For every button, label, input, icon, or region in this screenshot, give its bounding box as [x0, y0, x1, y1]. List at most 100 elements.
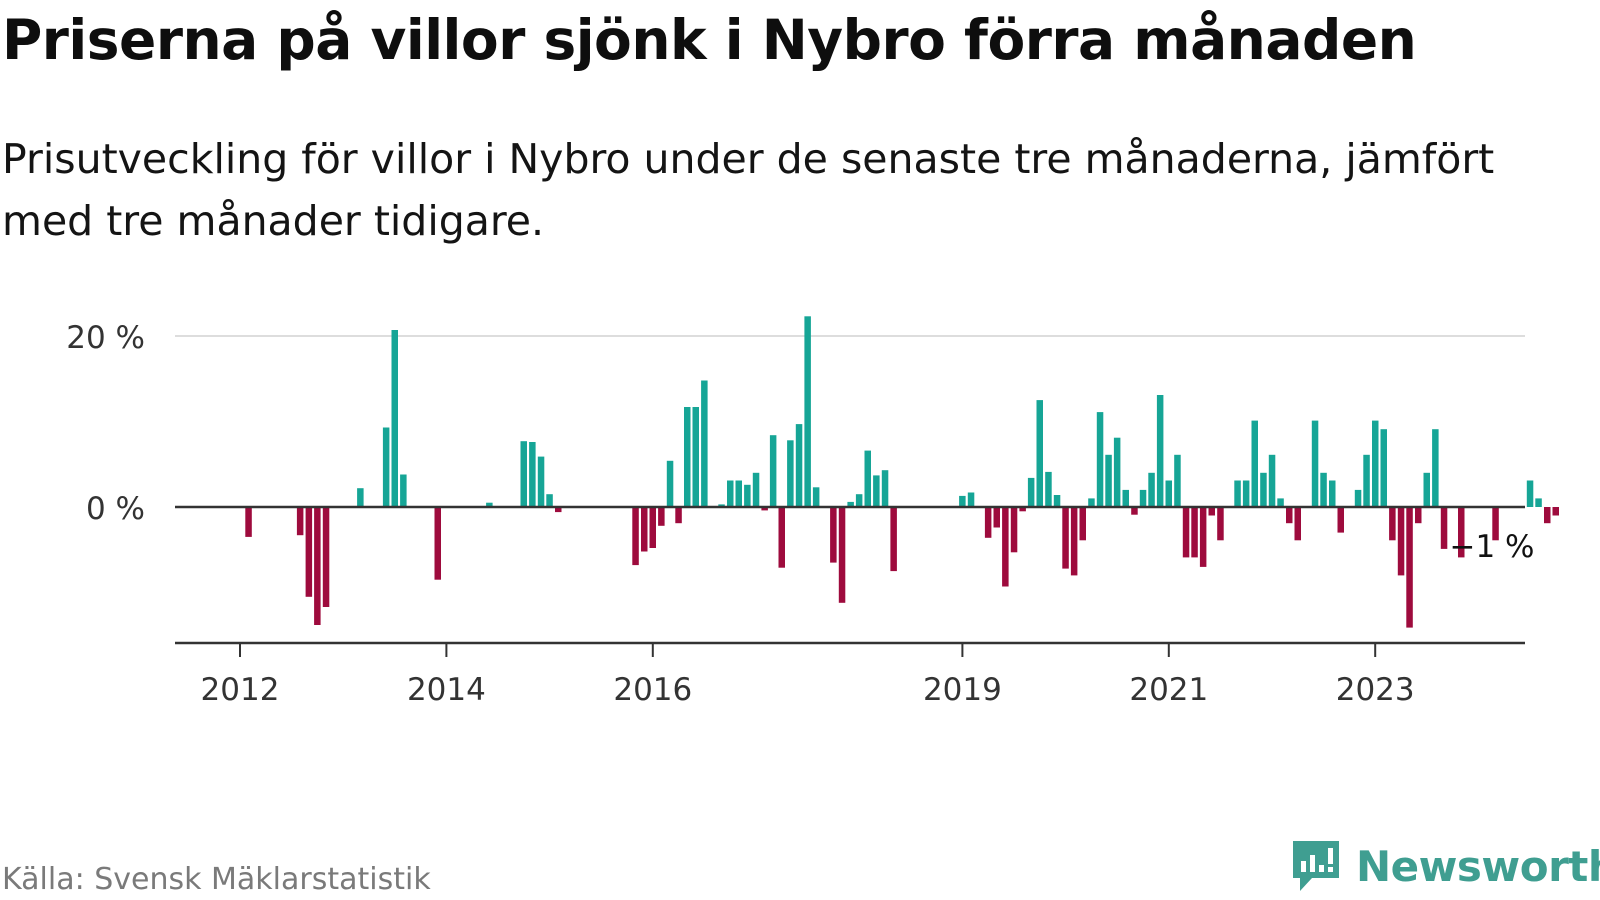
bar-negative	[1070, 507, 1078, 576]
bar-negative	[838, 507, 846, 603]
bar-positive	[520, 441, 527, 507]
bar-negative	[890, 507, 897, 572]
bar-positive	[1320, 472, 1327, 507]
bar-positive	[744, 484, 751, 507]
bar-positive	[1268, 454, 1276, 507]
bar-negative	[1440, 507, 1448, 549]
bar-negative	[1002, 507, 1009, 587]
bar-positive	[718, 504, 725, 507]
brand-name: Newsworthy	[1356, 841, 1600, 891]
bar-negative	[1389, 507, 1396, 541]
bar-positive	[1526, 480, 1534, 507]
bar-positive	[1234, 480, 1241, 507]
last-value-label: −1 %	[1449, 529, 1534, 565]
bar-positive	[812, 487, 820, 507]
bar-positive	[1088, 498, 1095, 507]
bar-positive	[959, 495, 966, 507]
bar-positive	[1174, 454, 1181, 507]
bar-positive	[701, 380, 708, 507]
bar-negative	[1294, 507, 1301, 541]
bar-positive	[666, 460, 674, 507]
bar-positive	[1423, 472, 1430, 507]
chart-subtitle: Prisutveckling för villor i Nybro under …	[2, 135, 1495, 245]
bar-positive	[795, 424, 803, 507]
bar-negative	[778, 507, 785, 568]
bar-positive	[873, 475, 880, 507]
bar-positive	[1277, 498, 1284, 507]
bar-positive	[855, 494, 863, 507]
bar-negative	[1182, 507, 1190, 558]
bar-negative	[1131, 507, 1138, 515]
bar-negative	[1062, 507, 1069, 569]
bar-negative	[1492, 507, 1499, 541]
newsworthy-logo[interactable]: Newsworthy	[1290, 838, 1600, 894]
newsworthy-logo-icon	[1293, 841, 1339, 891]
bar-positive	[752, 472, 760, 507]
bar-positive	[357, 488, 364, 507]
x-tick-label: 2019	[923, 672, 1002, 708]
bar-positive	[1156, 395, 1164, 507]
bar-negative	[1191, 507, 1198, 558]
bar-negative	[555, 507, 562, 513]
bar-negative	[1019, 507, 1026, 512]
bar-positive	[486, 502, 493, 507]
x-tick-label: 2014	[407, 672, 486, 708]
bar-positive	[769, 435, 777, 507]
bar-negative	[1199, 507, 1207, 567]
bar-positive	[400, 474, 407, 507]
bar-negative	[314, 507, 321, 625]
bar-positive	[1165, 480, 1172, 507]
bar-positive	[1242, 480, 1250, 507]
bar-positive	[1311, 420, 1319, 507]
bar-negative	[993, 507, 1000, 528]
bar-negative	[1544, 507, 1551, 524]
bar-positive	[1113, 437, 1121, 507]
bar-positive	[1027, 477, 1035, 507]
bar-positive	[537, 456, 545, 507]
bar-positive	[1105, 454, 1112, 507]
bar-negative	[675, 507, 682, 524]
axes	[175, 505, 1525, 657]
bar-negative	[649, 507, 656, 548]
bar-positive	[1432, 429, 1439, 507]
x-tick-label: 2016	[613, 672, 692, 708]
bar-positive	[1139, 489, 1147, 507]
bar-positive	[1354, 489, 1362, 507]
bar-negative	[305, 507, 313, 597]
bar-positive	[1036, 400, 1043, 507]
source-note: Källa: Svensk Mäklarstatistik	[2, 862, 431, 897]
bar-negative	[1406, 507, 1413, 628]
y-tick-label: 0 %	[86, 491, 145, 527]
bar-negative	[658, 507, 665, 526]
bar-positive	[1372, 420, 1379, 507]
bar-positive	[727, 480, 734, 507]
bar-positive	[1329, 480, 1336, 507]
x-tick-label: 2023	[1336, 672, 1415, 708]
bar-positive	[1251, 420, 1258, 507]
bar-positive	[382, 427, 390, 507]
bar-positive	[1053, 495, 1061, 507]
bar-negative	[1286, 507, 1293, 524]
bar-negative	[641, 507, 648, 552]
bar-positive	[804, 316, 811, 507]
bar-negative	[1397, 507, 1405, 576]
bar-negative	[1010, 507, 1018, 553]
bar-negative	[830, 507, 837, 563]
bar-negative	[1079, 507, 1086, 541]
bar-negative	[434, 507, 441, 580]
bar-negative	[984, 507, 992, 538]
bar-positive	[1363, 454, 1370, 507]
y-axis-labels: 0 % 20 %	[66, 320, 145, 527]
bar-positive	[546, 494, 553, 507]
bar-positive	[1045, 471, 1052, 507]
bar-positive	[1096, 412, 1104, 507]
y-tick-label: 20 %	[66, 320, 145, 356]
bar-negative	[1217, 507, 1224, 541]
bar-negative	[1415, 507, 1422, 524]
bar-negative	[322, 507, 330, 607]
bar-positive	[1260, 472, 1267, 507]
bar-positive	[529, 442, 536, 507]
bar-negative	[761, 507, 768, 511]
bar-negative	[1458, 507, 1465, 558]
